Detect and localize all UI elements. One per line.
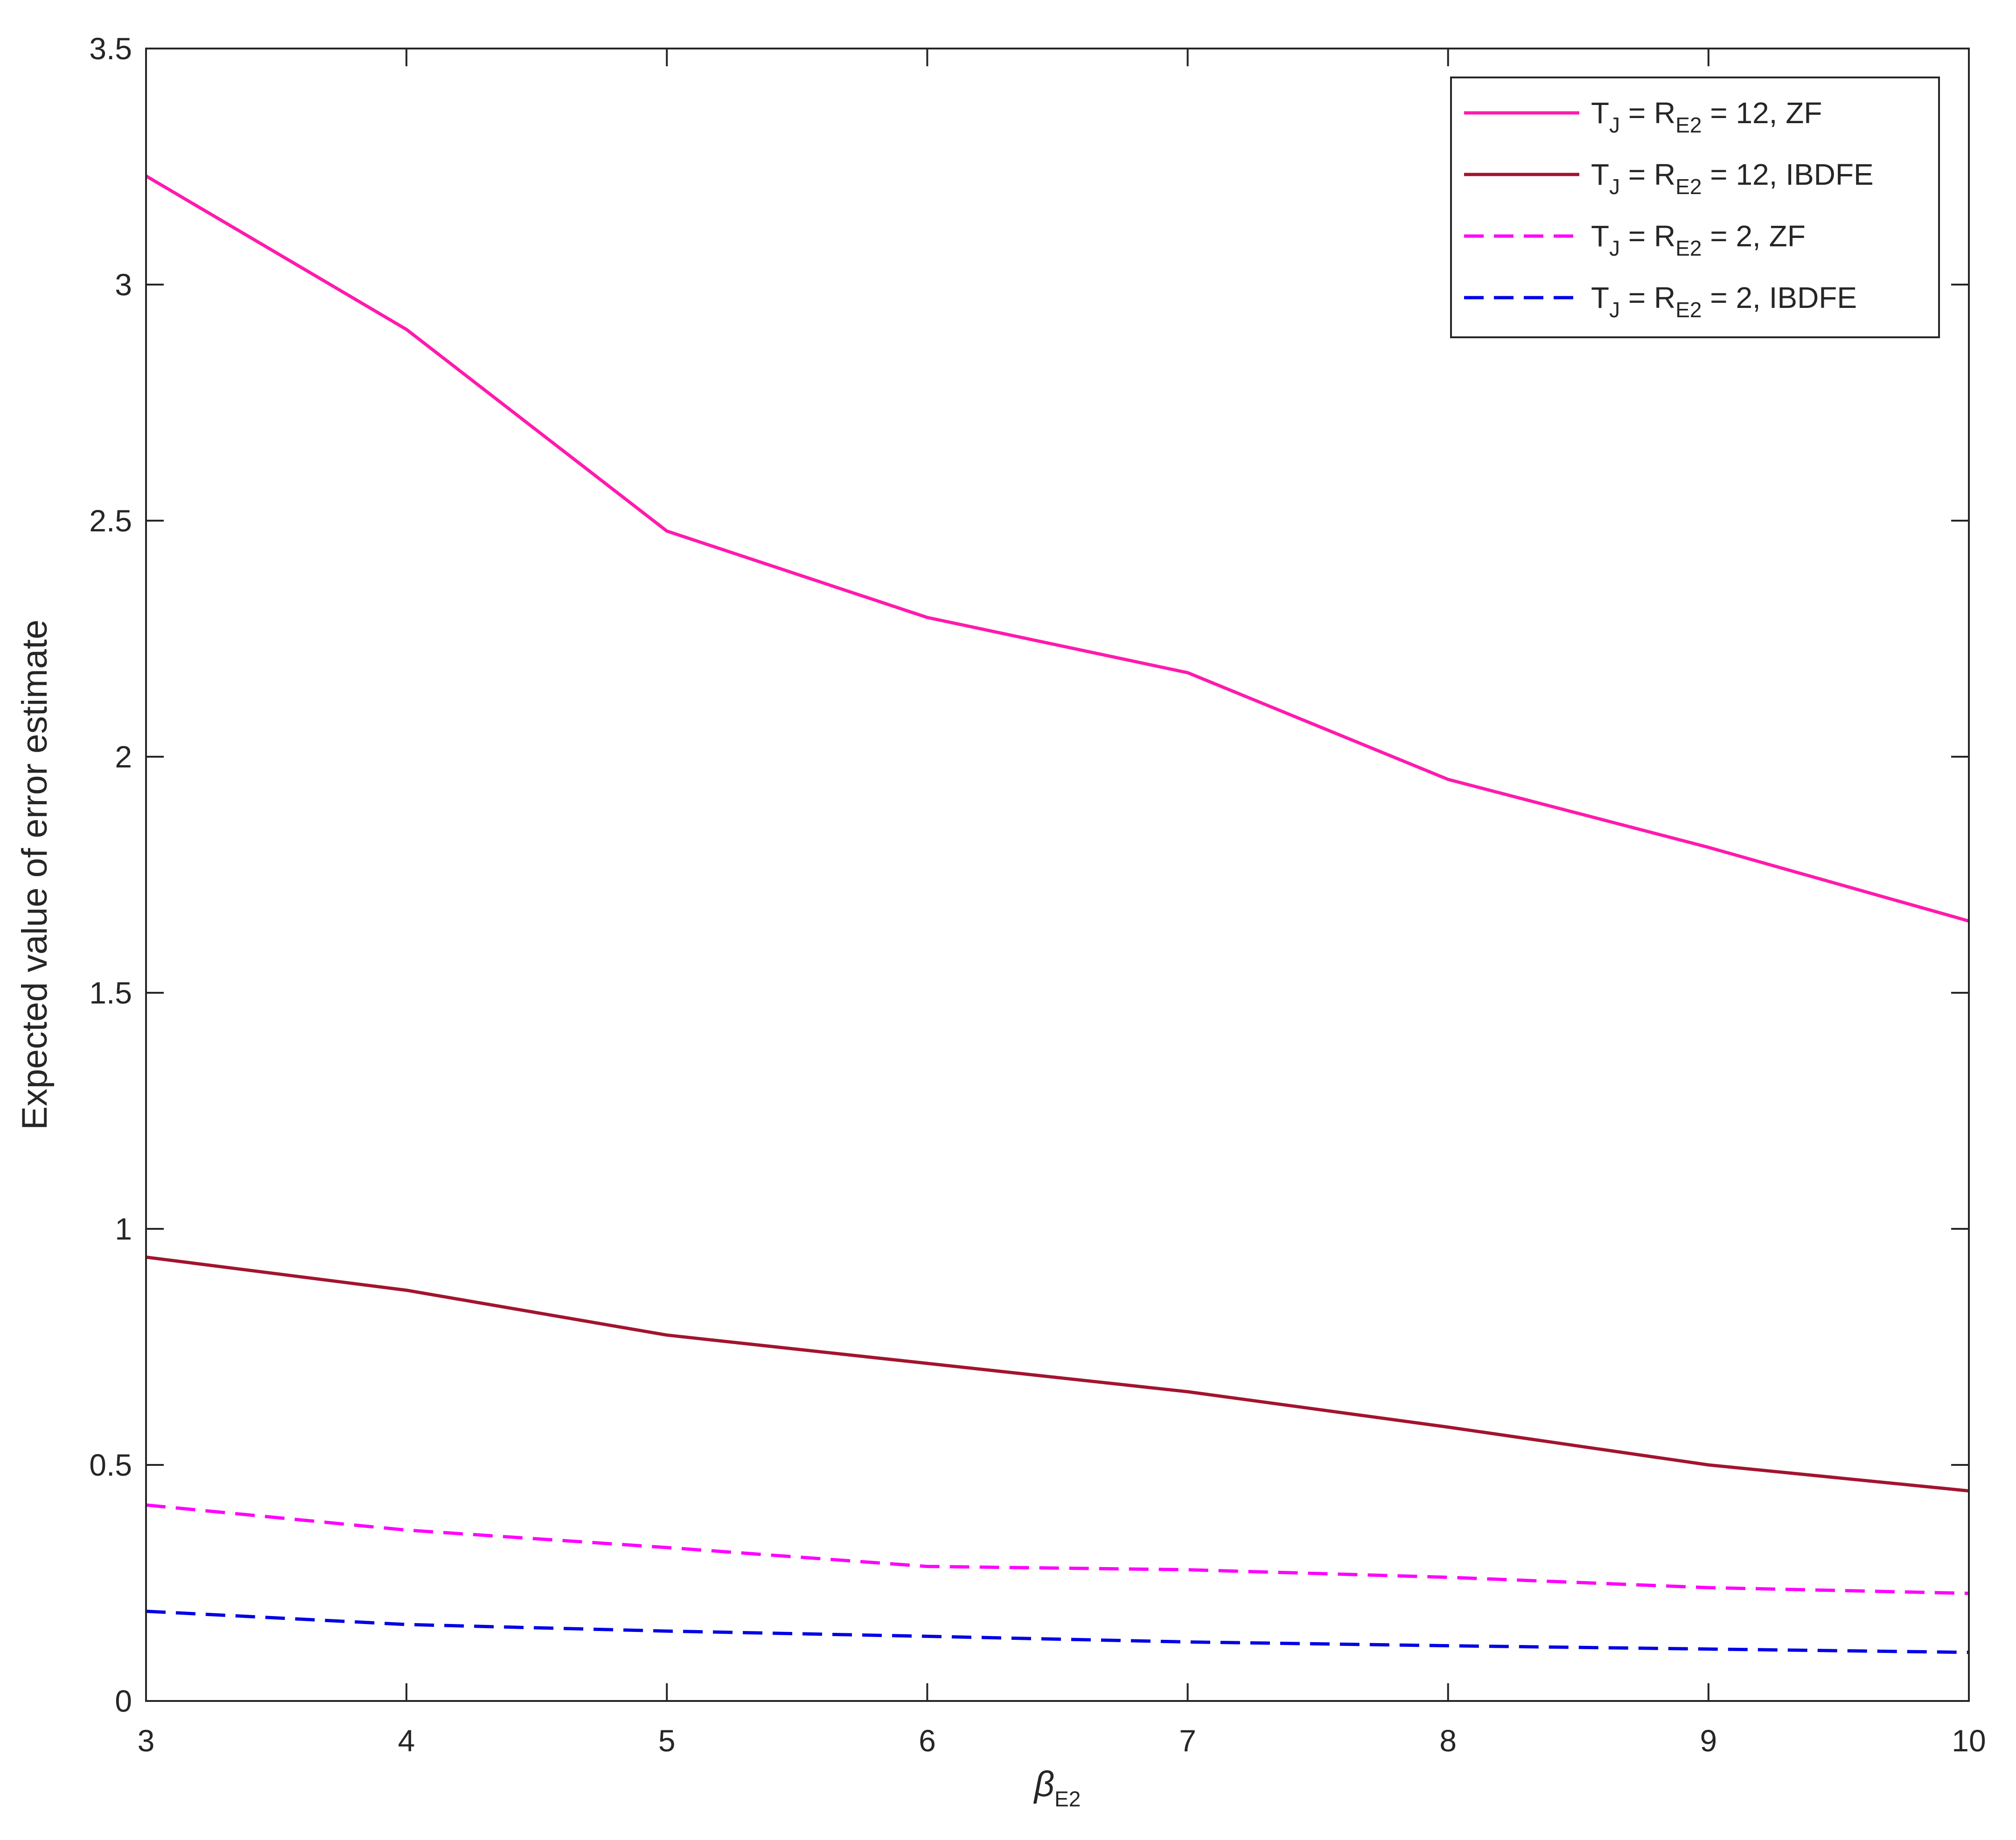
plot-area-border — [145, 48, 1970, 1702]
x-tick-label: 10 — [1952, 1723, 1986, 1758]
axes-layer: 3 4 5 6 7 8 9 10 0 0.5 1 1.5 2 2.5 3 3.5 — [89, 31, 1986, 1758]
x-axis-title: βE2 — [1033, 1764, 1081, 1811]
legend: TJ = RE2 = 12, ZF TJ = RE2 = 12, IBDFE TJ … — [1450, 77, 1940, 338]
x-tick-label: 8 — [1439, 1723, 1457, 1758]
y-tick-label: 0.5 — [89, 1448, 132, 1482]
series-line-2 — [146, 1255, 1969, 1493]
y-tick-label: 0 — [115, 1684, 132, 1718]
x-axis-title-symbol: β — [1033, 1764, 1054, 1804]
legend-box — [1450, 77, 1940, 338]
x-tick-label: 6 — [919, 1723, 936, 1758]
x-tick-label: 4 — [398, 1723, 415, 1758]
y-tick-label: 2.5 — [89, 503, 132, 538]
legend-label-4: TJ = RE2 = 2, IBDFE — [1591, 281, 1857, 322]
legend-label-1: TJ = RE2 = 12, ZF — [1591, 96, 1822, 137]
x-tick-label: 7 — [1179, 1723, 1196, 1758]
legend-label-2: TJ = RE2 = 12, IBDFE — [1591, 158, 1874, 199]
y-tick-label: 1 — [115, 1212, 132, 1246]
y-tick-label: 3.5 — [89, 31, 132, 66]
series-line-4 — [146, 1610, 1969, 1654]
y-tick-label: 2 — [115, 739, 132, 774]
legend-label-3: TJ = RE2 = 2, ZF — [1591, 219, 1806, 260]
series-line-1 — [145, 174, 1969, 923]
series-line-3 — [146, 1503, 1969, 1595]
x-axis-title-subscript: E2 — [1054, 1787, 1081, 1811]
y-tick-label: 3 — [115, 267, 132, 302]
y-tick-label: 1.5 — [89, 976, 132, 1010]
series-layer — [145, 174, 1969, 1654]
y-axis-title: Expected value of error estimate — [15, 620, 55, 1130]
x-tick-label: 3 — [138, 1723, 155, 1758]
x-tick-label: 9 — [1700, 1723, 1717, 1758]
x-tick-label: 5 — [658, 1723, 676, 1758]
